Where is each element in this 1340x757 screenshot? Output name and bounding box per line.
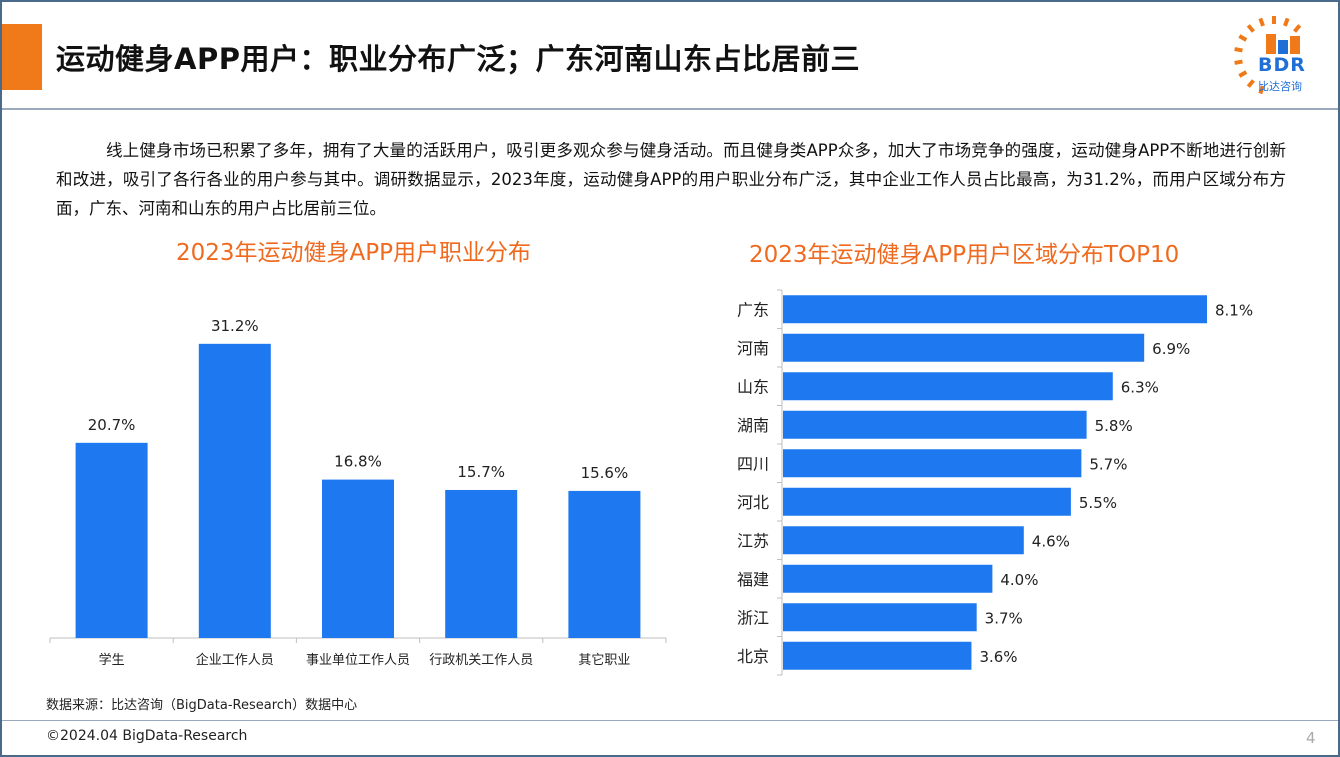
region-category-label: 北京 [737, 647, 769, 666]
region-data-label: 3.6% [979, 648, 1017, 666]
region-category-label: 山东 [737, 377, 769, 396]
region-category-label: 河南 [737, 339, 769, 358]
region-data-label: 5.7% [1089, 455, 1127, 473]
region-bar [783, 333, 1145, 362]
data-source: 数据来源：比达咨询（BigData-Research）数据中心 [46, 698, 358, 713]
region-data-label: 5.8% [1095, 417, 1133, 435]
occupation-category-label: 其它职业 [578, 652, 630, 668]
occupation-data-label: 16.8% [334, 453, 382, 471]
region-bar [783, 641, 972, 670]
region-data-label: 4.0% [1000, 571, 1038, 589]
occupation-bar [75, 442, 148, 638]
region-data-label: 6.9% [1152, 340, 1190, 358]
occupation-data-label: 31.2% [211, 317, 259, 335]
region-category-label: 湖南 [737, 416, 769, 435]
region-bar [783, 603, 977, 632]
occupation-bar [322, 479, 394, 638]
region-bar [783, 449, 1082, 478]
occupation-bar [198, 343, 271, 638]
region-data-label: 3.7% [985, 609, 1023, 627]
region-bar [783, 295, 1207, 324]
copyright: ©2024.04 BigData-Research [46, 728, 248, 744]
occupation-bar-chart: 20.7% 学生 31.2% 企业工作人员 16.8% 事业单位工作人员 15.7% 行政机关… [49, 317, 667, 668]
header-divider [2, 108, 1338, 110]
title-accent-bar [2, 24, 42, 90]
occupation-category-label: 企业工作人员 [196, 652, 274, 668]
logo-subtitle: 比达咨询 [1258, 80, 1302, 93]
footer-divider [2, 720, 1338, 721]
occupation-bar [445, 489, 518, 638]
region-data-label: 4.6% [1032, 532, 1070, 550]
page-number: 4 [1306, 729, 1316, 747]
bdr-logo: BDR 比达咨询 [1232, 14, 1322, 98]
region-bar-chart: 8.1% 广东 6.9% 河南 6.3% 山东 5.8% 湖南 5.7% 四川 5.5% 河北 4.6%… [737, 289, 1253, 676]
region-data-label: 8.1% [1215, 301, 1253, 319]
region-category-label: 河北 [737, 493, 769, 512]
region-category-label: 浙江 [737, 608, 769, 627]
region-chart-title: 2023年运动健身APP用户区域分布TOP10 [749, 242, 1180, 268]
region-category-label: 江苏 [737, 531, 769, 550]
occupation-chart-title: 2023年运动健身APP用户职业分布 [176, 240, 532, 266]
occupation-category-label: 事业单位工作人员 [306, 653, 410, 668]
occupation-data-label: 20.7% [88, 416, 136, 434]
occupation-category-label: 学生 [99, 652, 125, 668]
occupation-category-label: 行政机关工作人员 [429, 653, 533, 668]
region-bar [783, 372, 1113, 401]
region-data-label: 6.3% [1121, 378, 1159, 396]
intro-paragraph: 线上健身市场已积累了多年，拥有了大量的活跃用户，吸引更多观众参与健身活动。而且健… [56, 141, 1286, 218]
occupation-data-label: 15.6% [581, 464, 629, 482]
page-title: 运动健身APP用户：职业分布广泛；广东河南山东占比居前三 [56, 42, 860, 76]
region-data-label: 5.5% [1079, 494, 1117, 512]
region-bar [783, 410, 1087, 439]
region-category-label: 福建 [737, 570, 769, 589]
occupation-data-label: 15.7% [457, 463, 505, 481]
region-category-label: 四川 [737, 454, 769, 473]
region-category-label: 广东 [737, 300, 769, 319]
region-bar [783, 526, 1024, 555]
logo-text: BDR [1258, 54, 1306, 76]
region-bar [783, 487, 1071, 516]
occupation-bar [568, 490, 641, 638]
region-bar [783, 564, 993, 593]
logo-ring-icon [1234, 16, 1302, 95]
